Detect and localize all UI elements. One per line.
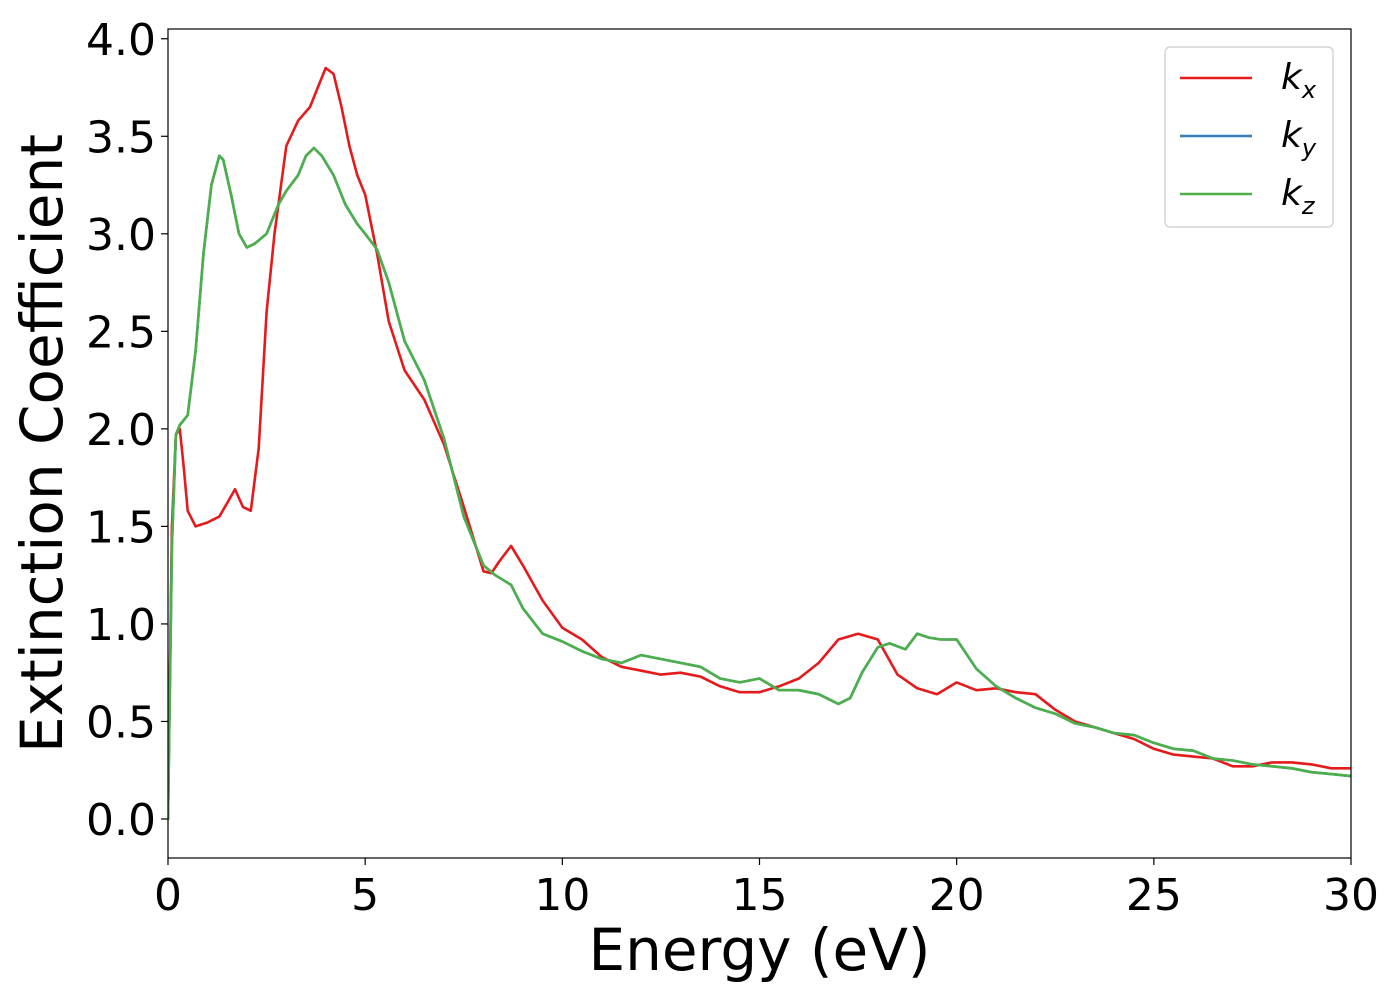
series-line-kz [168,146,1351,821]
y-tick-label: 2.0 [86,405,156,456]
plot-series [168,66,1351,821]
legend-label-kx: kx [1281,57,1317,104]
y-axis-label: Extinction Coefficient [8,134,76,753]
x-tick-label: 20 [929,870,985,921]
x-axis-ticks: 0 5 10 15 20 25 30 [154,858,1379,921]
x-axis-label: Energy (eV) [588,916,930,984]
series-line-ky [168,146,1351,821]
x-tick-label: 10 [534,870,590,921]
y-tick-label: 3.5 [86,112,156,163]
y-tick-label: 0.0 [86,795,156,846]
x-tick-label: 30 [1323,870,1379,921]
legend: kx ky kz [1164,46,1334,228]
y-tick-label: 1.0 [86,600,156,651]
x-tick-label: 0 [154,870,182,921]
y-tick-label: 0.5 [86,697,156,748]
y-tick-label: 2.5 [86,307,156,358]
y-tick-label: 1.5 [86,502,156,553]
x-tick-label: 5 [351,870,379,921]
legend-label-ky: ky [1281,115,1317,162]
x-tick-label: 15 [732,870,788,921]
y-axis-ticks: 0.0 0.5 1.0 1.5 2.0 2.5 3.0 3.5 4.0 [86,15,168,846]
legend-label-kz: kz [1281,173,1316,220]
y-tick-label: 3.0 [86,210,156,261]
x-tick-label: 25 [1126,870,1182,921]
y-tick-label: 4.0 [86,15,156,66]
